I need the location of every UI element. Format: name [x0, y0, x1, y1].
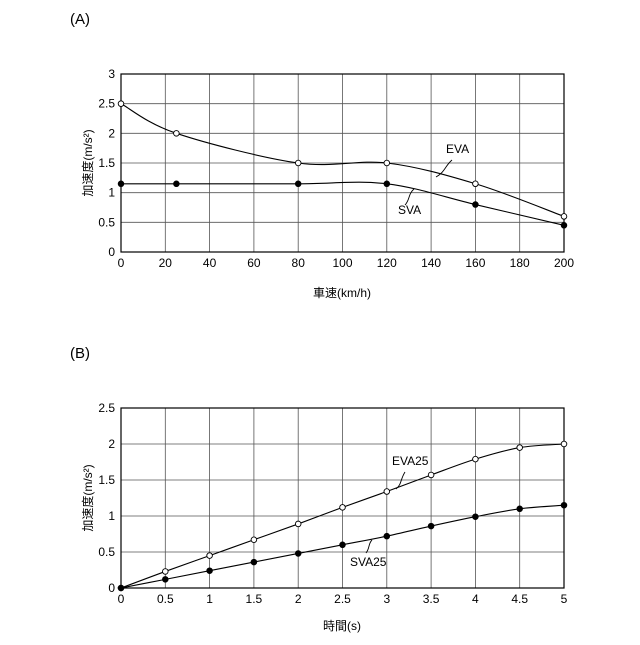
y-tick-label: 1.5 [98, 156, 115, 170]
x-tick-label: 2.5 [334, 592, 351, 606]
data-point-eva25 [163, 569, 169, 575]
x-tick-label: 120 [377, 256, 397, 270]
y-axis-label: 加速度(m/s²) [80, 464, 95, 531]
data-point-eva [384, 160, 390, 166]
y-tick-label: 0 [108, 245, 115, 259]
chart-panel-b: (B) 0 0.5 1 1.5 2 2.5 3 3.5 4 4.5 5 0 0.5 1 1.5 2 2.5 時間(s… [70, 345, 568, 633]
panel-label: (A) [70, 11, 90, 28]
data-point-sva [561, 223, 567, 229]
series-label-eva: EVA [446, 142, 469, 156]
x-tick-label: 5 [561, 592, 568, 606]
data-point-eva25 [384, 489, 390, 495]
data-point-sva25 [295, 551, 301, 557]
y-tick-label: 1.5 [98, 473, 115, 487]
data-point-eva25 [340, 505, 346, 511]
x-tick-label: 180 [510, 256, 530, 270]
x-tick-label: 20 [159, 256, 173, 270]
x-tick-label: 140 [421, 256, 441, 270]
data-point-sva25 [163, 577, 169, 583]
data-point-sva25 [207, 568, 213, 574]
data-point-sva [384, 181, 390, 187]
x-axis-label: 車速(km/h) [313, 286, 371, 300]
y-axis-label: 加速度(m/s²) [80, 129, 95, 196]
x-axis-label: 時間(s) [323, 619, 361, 633]
y-tick-label: 2 [108, 437, 115, 451]
x-tick-label: 2 [295, 592, 302, 606]
data-point-sva25 [561, 502, 567, 508]
data-point-sva25 [118, 585, 124, 591]
data-point-eva [295, 160, 301, 166]
x-tick-label: 1.5 [246, 592, 263, 606]
series-label-sva: SVA [398, 203, 421, 217]
y-tick-label: 1 [108, 509, 115, 523]
x-tick-label: 160 [465, 256, 485, 270]
x-tick-label: 0.5 [157, 592, 174, 606]
data-point-sva25 [517, 506, 523, 512]
x-tick-label: 0 [118, 256, 125, 270]
data-point-eva25 [207, 553, 213, 559]
x-tick-label: 0 [118, 592, 125, 606]
x-tick-label: 3.5 [423, 592, 440, 606]
series-label-eva25: EVA25 [392, 454, 429, 468]
series-label-sva25: SVA25 [350, 555, 387, 569]
data-point-sva25 [340, 542, 346, 548]
data-point-sva [118, 181, 124, 187]
data-point-sva25 [428, 523, 434, 529]
y-tick-label: 0.5 [98, 545, 115, 559]
x-tick-label: 40 [203, 256, 217, 270]
data-point-eva25 [473, 456, 479, 462]
x-tick-label: 100 [332, 256, 352, 270]
y-tick-label: 0.5 [98, 215, 115, 229]
series-leader-line [366, 540, 372, 553]
data-point-sva25 [473, 514, 479, 520]
y-tick-label: 2.5 [98, 401, 115, 415]
data-point-eva25 [251, 537, 257, 543]
data-point-eva25 [561, 441, 567, 447]
data-point-eva [561, 214, 567, 220]
data-point-eva [118, 101, 124, 107]
panel-label: (B) [70, 345, 90, 362]
data-point-eva25 [517, 445, 523, 451]
data-point-sva25 [251, 559, 257, 565]
data-point-sva [473, 202, 479, 208]
y-tick-label: 2 [108, 126, 115, 140]
data-point-eva25 [295, 521, 301, 527]
x-tick-label: 4 [472, 592, 479, 606]
data-point-eva25 [428, 472, 434, 478]
y-tick-label: 3 [108, 67, 115, 81]
x-tick-label: 200 [554, 256, 574, 270]
x-tick-label: 1 [206, 592, 213, 606]
y-tick-label: 1 [108, 186, 115, 200]
data-point-sva [174, 181, 180, 187]
chart-panel-a: (A) 0 20 40 60 80 100 120 140 160 180 200 0 0.5 1 1.5 2 2… [70, 11, 574, 300]
data-point-sva25 [384, 533, 390, 539]
data-point-eva [473, 181, 479, 187]
x-tick-label: 80 [292, 256, 306, 270]
y-tick-label: 2.5 [98, 97, 115, 111]
x-tick-label: 60 [247, 256, 261, 270]
x-tick-label: 3 [383, 592, 390, 606]
x-tick-label: 4.5 [511, 592, 528, 606]
y-tick-label: 0 [108, 581, 115, 595]
data-point-eva [174, 131, 180, 137]
data-point-sva [295, 181, 301, 187]
